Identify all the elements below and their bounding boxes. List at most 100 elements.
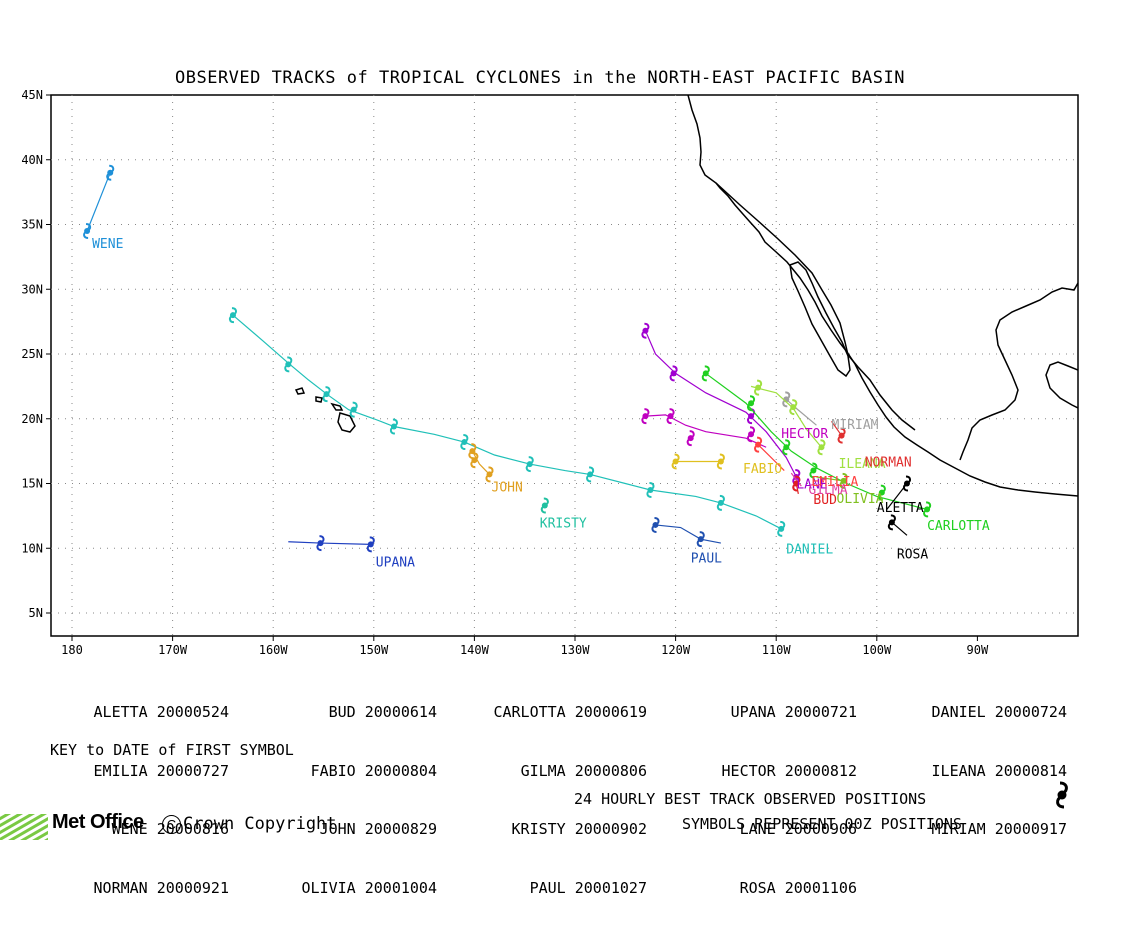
cyclone-track-map: WENE DANIEL UPANA PAUL JOHN KRISTY FABIO HECTOR… xyxy=(21,88,1079,809)
lon-tick-label: 90W xyxy=(967,643,989,657)
storm-label-paul: PAUL xyxy=(691,551,722,566)
key-column-5: DANIEL 20000724 ILEANA 20000814 MIRIAM 2… xyxy=(910,664,1067,879)
lon-tick-label: 140W xyxy=(460,643,490,657)
storm-label-kristy: KRISTY xyxy=(540,517,587,532)
cyclone-symbol xyxy=(902,475,911,492)
cyclone-symbol xyxy=(366,536,375,553)
lat-tick-label: 45N xyxy=(21,88,43,102)
cyclone-symbol xyxy=(485,466,494,483)
storm-label-aletta: ALETTA xyxy=(877,501,924,516)
lat-tick-label: 10N xyxy=(21,541,43,555)
lat-tick-label: 15N xyxy=(21,477,43,491)
storm-label-bud: BUD xyxy=(813,493,837,508)
copyright-text: Crown Copyright xyxy=(183,814,337,834)
storm-label-fabio: FABIO xyxy=(743,462,782,477)
cyclone-symbol xyxy=(284,356,293,373)
track-norman xyxy=(831,420,846,444)
cyclone-symbol xyxy=(747,426,756,443)
lat-tick-label: 20N xyxy=(21,412,43,426)
track-line xyxy=(705,372,928,510)
cyclone-symbol xyxy=(669,365,678,382)
lon-tick-label: 170W xyxy=(158,643,188,657)
track-line xyxy=(785,398,817,426)
storm-label-daniel: DANIEL xyxy=(786,542,833,557)
lon-tick-label: 130W xyxy=(561,643,591,657)
storm-label-emilia: EMILIA xyxy=(811,475,858,490)
cyclone-symbol xyxy=(666,408,675,425)
lat-tick-label: 25N xyxy=(21,347,43,361)
track-line xyxy=(232,314,782,530)
cyclone-symbol xyxy=(322,386,331,403)
cyclone-symbol xyxy=(754,379,763,396)
met-office-logo-text: Met Office xyxy=(52,811,144,833)
track-paul xyxy=(651,516,721,548)
storm-label-john: JOHN xyxy=(492,480,523,495)
track-line xyxy=(471,450,490,475)
cyclone-symbol xyxy=(789,399,798,416)
track-carlotta xyxy=(701,365,932,518)
cyclone-symbol xyxy=(716,494,725,511)
plot-frame xyxy=(50,94,1079,637)
storm-tracks xyxy=(83,164,932,553)
axes: 45N 40N 35N 30N 25N 20N 15N 10N 5N 180 170W 160W 150… xyxy=(21,88,989,657)
track-aletta xyxy=(886,475,911,510)
storm-label-lane: LANE xyxy=(796,478,827,493)
cyclone-symbol xyxy=(525,456,534,473)
cyclone-symbol xyxy=(686,430,695,447)
lat-tick-label: 30N xyxy=(21,282,43,296)
copyright: C Crown Copyright xyxy=(162,814,337,834)
cyclone-symbol xyxy=(540,497,549,514)
key-entry: GILMA 20000806 xyxy=(520,761,647,780)
track-ileana xyxy=(750,379,826,456)
key-entry: ALETTA 20000524 xyxy=(93,703,229,721)
storm-labels: WENE DANIEL UPANA PAUL JOHN KRISTY FABIO HECTOR… xyxy=(92,237,990,571)
lon-tick-label: 160W xyxy=(259,643,289,657)
cyclone-symbol xyxy=(792,475,801,492)
key-entry: BUD 20000614 xyxy=(328,703,437,721)
key-entry: HECTOR 20000812 xyxy=(721,761,857,780)
track-fabio xyxy=(671,453,725,470)
track-upana xyxy=(288,535,375,553)
key-entry: MIRIAM 20000917 xyxy=(931,820,1067,838)
copyright-icon: C xyxy=(162,815,181,834)
cyclone-symbol xyxy=(877,484,886,501)
track-line xyxy=(790,472,802,487)
key-entry: PAUL 20001027 xyxy=(529,878,647,897)
cyclone-symbol xyxy=(671,453,680,470)
key-column-1: ALETTA 20000524 EMILIA 20000727 WENE 200… xyxy=(79,664,229,937)
key-entry: JOHN 20000829 xyxy=(319,820,437,838)
track-hector xyxy=(641,408,767,448)
cyclone-symbol xyxy=(754,436,763,453)
storm-label-carlotta: CARLOTTA xyxy=(927,519,990,534)
cyclone-symbol xyxy=(470,452,479,469)
storm-label-rosa: ROSA xyxy=(897,548,928,563)
cyclone-symbol xyxy=(809,462,818,479)
key-entry: FABIO 20000804 xyxy=(310,761,437,780)
lat-tick-label: 40N xyxy=(21,153,43,167)
track-line xyxy=(891,521,908,536)
storm-label-olivia: OLIVIA xyxy=(837,492,884,507)
track-wene xyxy=(83,164,115,239)
track-kristy xyxy=(540,497,549,514)
cyclone-symbol-icon xyxy=(1056,781,1068,809)
track-line xyxy=(757,444,785,471)
key-entry: ROSA 20001106 xyxy=(739,878,857,897)
cyclone-symbol xyxy=(641,322,650,339)
lon-tick-label: 110W xyxy=(762,643,792,657)
cyclone-symbol xyxy=(837,427,846,444)
track-line xyxy=(655,524,721,544)
lon-tick-label: 120W xyxy=(661,643,691,657)
storm-label-norman: NORMAN xyxy=(865,456,912,471)
cyclone-symbol xyxy=(641,408,650,425)
cyclone-symbol xyxy=(716,453,725,470)
storm-label-wene: WENE xyxy=(92,237,123,252)
track-olivia xyxy=(816,472,848,489)
key-entry: DANIEL 20000724 xyxy=(931,703,1067,721)
key-entry: NORMAN 20000921 xyxy=(93,878,229,897)
cyclone-symbol xyxy=(106,164,115,181)
storm-label-hector: HECTOR xyxy=(781,427,828,442)
cyclone-symbol xyxy=(646,481,655,498)
track-daniel xyxy=(228,307,786,537)
cyclone-symbol xyxy=(349,401,358,418)
storm-label-miriam: MIRIAM xyxy=(832,418,879,433)
